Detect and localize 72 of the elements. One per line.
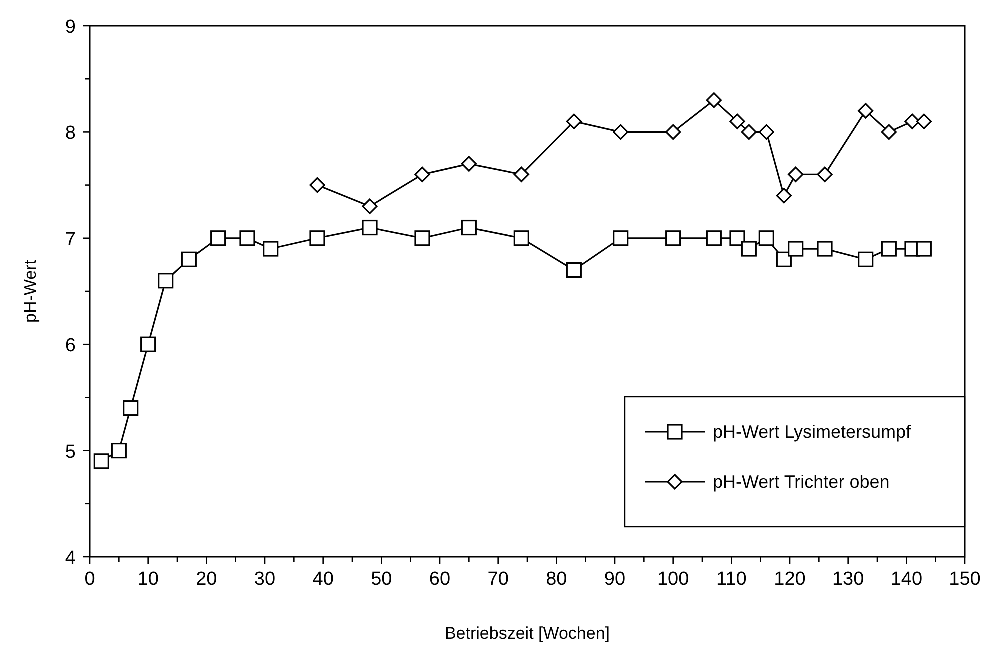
x-tick-label: 110	[716, 569, 747, 590]
point	[111, 443, 127, 459]
point	[181, 252, 197, 268]
x-tick-label: 90	[604, 569, 626, 590]
point	[730, 114, 746, 130]
y-tick-label: 9	[65, 17, 76, 38]
x-tick-label: 140	[890, 569, 923, 590]
y-tick-label: 5	[65, 442, 76, 463]
x-tick-label: 20	[196, 569, 218, 590]
point	[904, 114, 920, 130]
legend-label: pH-Wert Trichter oben	[713, 472, 890, 492]
point	[706, 92, 722, 108]
point	[263, 241, 279, 257]
x-tick-label: 150	[949, 569, 981, 590]
point	[414, 230, 430, 246]
y-tick-label: 8	[65, 123, 76, 144]
point	[858, 252, 874, 268]
point	[514, 230, 530, 246]
x-tick-label: 70	[488, 569, 509, 590]
point	[788, 166, 804, 182]
point	[566, 262, 582, 278]
point	[94, 454, 110, 470]
point	[666, 230, 682, 246]
point	[613, 230, 629, 246]
point	[776, 252, 792, 268]
point	[730, 230, 746, 246]
point	[858, 103, 874, 119]
point	[741, 241, 757, 257]
y-tick-label: 7	[65, 229, 76, 250]
point	[566, 114, 582, 130]
point	[362, 220, 378, 236]
legend-label: pH-Wert Lysimetersumpf	[713, 422, 912, 442]
x-tick-label: 130	[832, 569, 864, 590]
point	[414, 166, 430, 182]
point	[916, 241, 932, 257]
x-tick-label: 10	[138, 569, 159, 590]
point	[140, 336, 156, 352]
x-tick-label: 50	[371, 569, 392, 590]
point	[666, 124, 682, 140]
x-tick-label: 100	[657, 569, 690, 590]
point	[741, 124, 757, 140]
point	[158, 273, 174, 289]
point	[817, 166, 833, 182]
x-tick-label: 120	[774, 569, 806, 590]
y-tick-label: 4	[65, 548, 76, 569]
point	[817, 241, 833, 257]
x-tick-label: 40	[312, 569, 334, 590]
point	[461, 156, 477, 172]
point	[706, 230, 722, 246]
point	[362, 198, 378, 214]
point	[881, 241, 897, 257]
x-tick-label: 60	[429, 569, 451, 590]
point	[758, 124, 774, 140]
point	[240, 230, 256, 246]
point	[758, 230, 774, 246]
x-tick-label: 30	[254, 569, 276, 590]
point	[123, 400, 139, 416]
point	[514, 166, 530, 182]
x-tick-label: 0	[84, 569, 96, 590]
point	[916, 114, 932, 130]
point	[881, 124, 897, 140]
y-axis-title: pH-Wert	[21, 260, 40, 323]
y-tick-label: 6	[65, 336, 76, 357]
point	[310, 178, 326, 194]
point	[776, 188, 792, 204]
x-axis-title: Betriebszeit [Wochen]	[444, 624, 610, 643]
point	[310, 230, 326, 246]
point	[613, 124, 629, 140]
x-tick-label: 80	[546, 569, 568, 590]
point	[461, 220, 477, 236]
point	[788, 241, 804, 257]
point	[210, 230, 226, 246]
